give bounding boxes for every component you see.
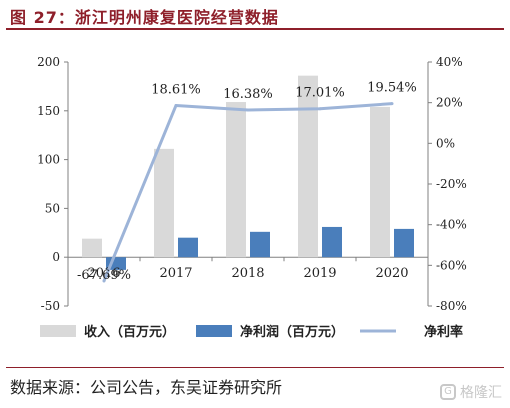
watermark: G 格隆汇 <box>440 382 502 402</box>
margin-point <box>102 279 106 283</box>
legend-label: 净利润（百万元） <box>240 324 344 340</box>
margin-line <box>102 102 393 282</box>
legend-label: 净利率 <box>424 324 463 340</box>
legend-label: 收入（百万元） <box>84 324 175 340</box>
y-right-tick-label: 0% <box>436 136 455 150</box>
legend-swatch <box>196 325 232 337</box>
revenue-bar <box>298 75 318 258</box>
margin-point <box>390 102 394 106</box>
x-tick-label: 2018 <box>231 266 264 281</box>
x-tick-label: 2020 <box>375 266 408 281</box>
y-left-tick-label: 200 <box>37 55 60 69</box>
y-right-tick-label: -60% <box>436 258 467 272</box>
y-left-tick-label: 50 <box>45 201 60 215</box>
margin-point <box>174 103 178 107</box>
revenue-bar <box>154 148 174 258</box>
figure-title: 图 27：浙江明州康复医院经营数据 <box>10 8 279 27</box>
margin-data-label: -67.69% <box>77 268 131 283</box>
revenue-bar <box>226 102 246 258</box>
x-tick-label: 2017 <box>159 266 192 281</box>
margin-point <box>318 107 322 111</box>
margin-data-label: 18.61% <box>151 82 201 97</box>
watermark-logo-icon: G <box>440 384 456 400</box>
revenue-bar <box>82 238 102 258</box>
y-right-tick-label: 20% <box>436 96 463 110</box>
profit-bar <box>178 237 198 258</box>
y-right-tick-label: -20% <box>436 177 467 191</box>
legend-swatch <box>40 325 76 337</box>
y-left-tick-label: 0 <box>52 250 60 264</box>
profit-bar <box>250 231 270 258</box>
profit-bar <box>394 228 414 258</box>
watermark-text: 格隆汇 <box>460 385 502 401</box>
title-rule <box>6 28 504 30</box>
y-right-tick-label: -80% <box>436 299 467 313</box>
x-tick-label: 2019 <box>303 266 336 281</box>
margin-data-label: 19.54% <box>367 81 417 96</box>
profit-bar <box>322 226 342 258</box>
x-tick-label: 2016 <box>87 266 120 281</box>
y-left-tick-label: 150 <box>37 104 60 118</box>
margin-data-label: 17.01% <box>295 86 345 101</box>
y-right-tick-label: 40% <box>436 55 463 69</box>
margin-data-label: 16.38% <box>223 87 273 102</box>
revenue-bar <box>370 106 390 258</box>
y-left-tick-label: 100 <box>37 153 60 167</box>
y-left-tick-label: -50 <box>41 299 60 313</box>
bottom-rule <box>6 367 504 368</box>
source-note: 数据来源：公司公告，东吴证券研究所 <box>10 378 283 397</box>
y-right-tick-label: -40% <box>436 218 467 232</box>
margin-point <box>246 108 250 112</box>
